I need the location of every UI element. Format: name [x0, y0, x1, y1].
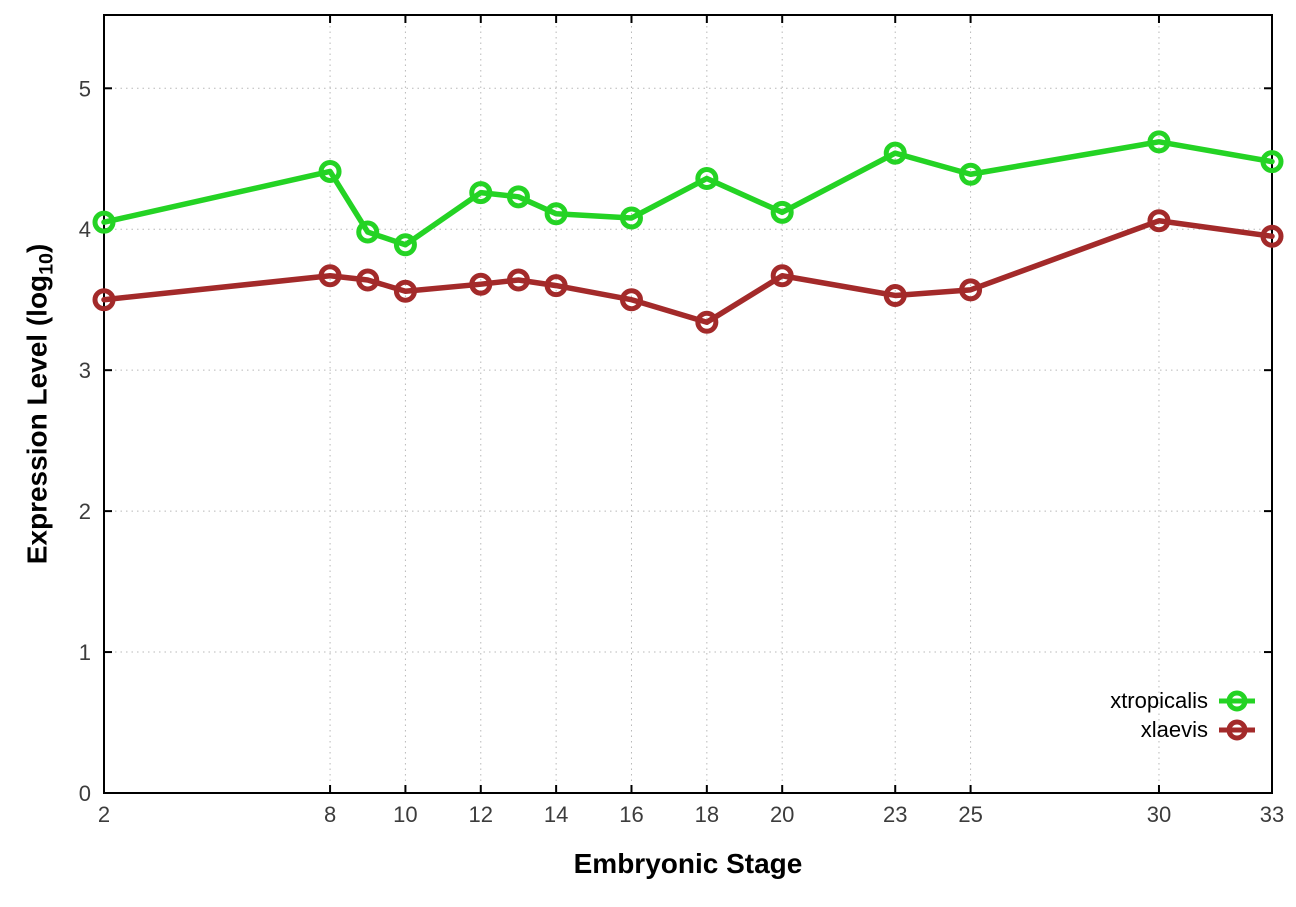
x-tick-label: 12 — [469, 802, 493, 827]
data-point-xlaevis — [318, 264, 342, 288]
data-point-xtropicalis — [959, 162, 983, 186]
data-point-xlaevis — [1260, 224, 1284, 248]
data-point-xtropicalis — [1147, 130, 1171, 154]
data-point-xtropicalis — [619, 206, 643, 230]
x-tick-label: 23 — [883, 802, 907, 827]
x-tick-label: 25 — [958, 802, 982, 827]
data-point-xtropicalis — [92, 210, 116, 234]
x-tick-label: 10 — [393, 802, 417, 827]
plot-border — [103, 14, 1273, 794]
legend-label: xlaevis — [1140, 717, 1208, 742]
x-axis-title: Embryonic Stage — [573, 848, 803, 879]
x-tick-label: 8 — [324, 802, 336, 827]
data-point-xlaevis — [92, 288, 116, 312]
data-point-xtropicalis — [1260, 150, 1284, 174]
y-axis-title-main: Expression Level (log — [21, 274, 53, 565]
series-line-xlaevis — [101, 218, 1275, 326]
y-tick-label: 0 — [79, 781, 91, 806]
data-point-xlaevis — [506, 268, 530, 292]
legend-marker-icon — [1219, 690, 1255, 711]
x-tick-label: 33 — [1260, 802, 1284, 827]
x-tick-label: 14 — [544, 802, 568, 827]
legend-entry-xtropicalis: xtropicalis — [1110, 687, 1256, 714]
x-tick-label: 20 — [770, 802, 794, 827]
legend: xtropicalis xlaevis — [1110, 687, 1256, 743]
data-point-xlaevis — [393, 279, 417, 303]
y-tick-label: 5 — [79, 76, 91, 101]
data-point-xlaevis — [544, 274, 568, 298]
data-point-xtropicalis — [393, 233, 417, 257]
data-point-xlaevis — [469, 272, 493, 296]
y-tick-label: 4 — [79, 217, 91, 242]
y-tick-label: 3 — [79, 358, 91, 383]
data-point-xtropicalis — [356, 220, 380, 244]
y-axis-title-close: ) — [21, 243, 53, 254]
data-point-xlaevis — [883, 283, 907, 307]
data-point-xlaevis — [356, 268, 380, 292]
data-point-xtropicalis — [469, 181, 493, 205]
x-tick-label: 18 — [695, 802, 719, 827]
data-point-xtropicalis — [318, 159, 342, 183]
data-point-xlaevis — [695, 310, 719, 334]
y-axis-title: Expression Level (log10) — [22, 244, 59, 565]
data-point-xtropicalis — [770, 200, 794, 224]
data-point-xtropicalis — [695, 166, 719, 190]
data-point-xtropicalis — [544, 202, 568, 226]
y-tick-label: 2 — [79, 499, 91, 524]
data-point-xtropicalis — [506, 185, 530, 209]
data-point-xlaevis — [770, 264, 794, 288]
legend-marker-icon — [1219, 719, 1255, 740]
y-axis-title-subscript: 10 — [35, 253, 58, 275]
y-tick-label: 1 — [79, 640, 91, 665]
data-point-xlaevis — [1147, 209, 1171, 233]
data-point-xtropicalis — [883, 141, 907, 165]
x-tick-label: 16 — [619, 802, 643, 827]
x-tick-label: 30 — [1147, 802, 1171, 827]
legend-label: xtropicalis — [1110, 688, 1208, 713]
legend-entry-xlaevis: xlaevis — [1110, 716, 1256, 743]
data-point-xlaevis — [959, 278, 983, 302]
x-tick-label: 2 — [98, 802, 110, 827]
data-point-xlaevis — [619, 288, 643, 312]
